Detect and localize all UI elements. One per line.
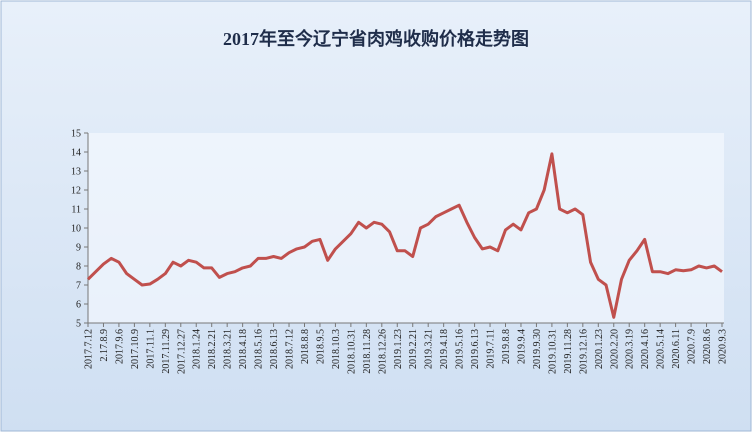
x-tick-label: 2019.7.11 [486, 329, 497, 369]
y-tick-label: 7 [76, 281, 81, 292]
x-tick-label: 2017.11.1 [145, 329, 156, 369]
x-tick-label: 2.17.8.9 [99, 329, 110, 362]
x-tick-label: 2019.9.4 [516, 329, 527, 364]
x-tick-label: 2018.6.13 [269, 329, 280, 369]
x-tick-label: 2019.10.31 [547, 329, 558, 374]
x-tick-label: 2020.6.11 [671, 329, 682, 369]
y-tick-label: 8 [76, 262, 81, 273]
x-tick-label: 2020.5.14 [656, 329, 667, 369]
x-tick-label: 2020.7.9 [687, 329, 698, 364]
y-tick-label: 12 [71, 186, 81, 197]
x-tick-label: 2019.12.16 [578, 329, 589, 374]
x-tick-label: 2020.2.20 [609, 329, 620, 369]
x-tick-label: 2018.5.16 [254, 329, 265, 369]
y-tick-label: 15 [71, 129, 81, 140]
x-tick-label: 2019.5.16 [455, 329, 466, 369]
x-tick-label: 2020.1.23 [594, 329, 605, 369]
x-tick-label: 2020.9.3 [718, 329, 729, 364]
x-tick-label: 2018.10.31 [346, 329, 357, 374]
x-tick-label: 2019.11.28 [563, 329, 574, 374]
x-tick-label: 2019.2.21 [408, 329, 419, 369]
x-tick-label: 2018.8.8 [300, 329, 311, 364]
y-tick-label: 5 [76, 319, 81, 330]
chart-title: 2017年至今辽宁省肉鸡收购价格走势图 [223, 28, 529, 49]
x-tick-label: 2020.8.6 [702, 329, 713, 364]
x-tick-label: 2018.3.21 [223, 329, 234, 369]
x-tick-label: 2019.1.23 [393, 329, 404, 369]
x-tick-label: 2018.12.26 [377, 329, 388, 374]
y-tick-label: 11 [71, 205, 81, 216]
x-tick-label: 2020.4.16 [640, 329, 651, 369]
x-tick-label: 2017.9.6 [114, 329, 125, 364]
x-tick-label: 2017.10.9 [130, 329, 141, 369]
plot-area [88, 133, 724, 323]
x-tick-label: 2018.11.28 [362, 329, 373, 374]
y-tick-label: 14 [71, 148, 81, 159]
price-line [86, 152, 723, 319]
y-tick-label: 9 [76, 243, 81, 254]
y-tick-label: 10 [71, 224, 81, 235]
x-tick-label: 2019.4.18 [439, 329, 450, 369]
x-tick-label: 2020.3.19 [625, 329, 636, 369]
x-tick-label: 2018.1.24 [192, 329, 203, 369]
x-tick-label: 2017.12.27 [176, 329, 187, 374]
x-tick-label: 2019.9.30 [532, 329, 543, 369]
y-tick-label: 6 [76, 300, 81, 311]
x-tick-label: 2018.4.18 [238, 329, 249, 369]
x-tick-label: 2019.3.21 [424, 329, 435, 369]
x-tick-label: 2018.9.5 [315, 329, 326, 364]
x-tick-label: 2018.2.21 [207, 329, 218, 369]
x-tick-label: 2018.7.12 [285, 329, 296, 369]
x-tick-label: 2017.11.29 [161, 329, 172, 374]
y-tick-label: 13 [71, 167, 81, 178]
x-tick-label: 2017.7.12 [84, 329, 95, 369]
x-tick-label: 2018.10.3 [331, 329, 342, 369]
x-tick-label: 2019.8.8 [501, 329, 512, 364]
x-tick-label: 2019.6.13 [470, 329, 481, 369]
